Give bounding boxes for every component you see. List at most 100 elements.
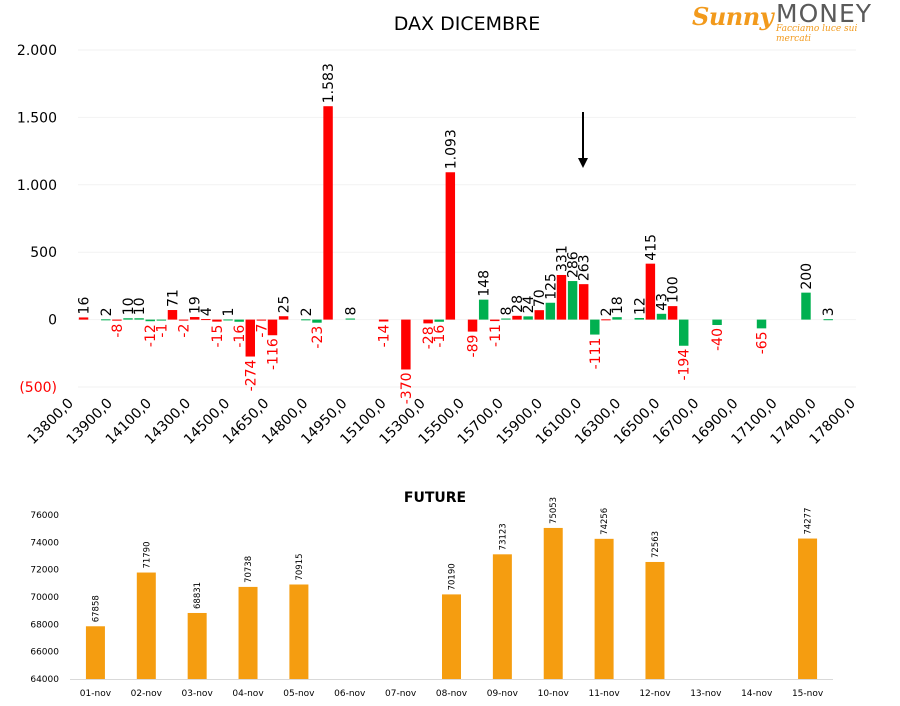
data-label: 73123 [498, 523, 508, 550]
data-label: -1 [154, 324, 170, 338]
bar [490, 319, 500, 322]
data-label: 68831 [193, 582, 203, 609]
bar [312, 319, 322, 323]
data-label: 2 [99, 307, 115, 316]
data-label: 70915 [295, 553, 305, 580]
bar [378, 319, 389, 322]
y-tick-label: 70000 [30, 593, 59, 603]
bar [101, 319, 111, 321]
bar [267, 319, 278, 336]
data-label: -89 [466, 335, 482, 358]
data-label: 148 [477, 270, 493, 297]
data-label: 43 [655, 293, 671, 311]
bar [798, 538, 818, 679]
bar [492, 554, 512, 679]
data-label: 75053 [549, 497, 559, 524]
data-label: 4 [199, 307, 215, 316]
data-label: 125 [543, 273, 559, 300]
bar [801, 292, 811, 320]
data-label: 70190 [448, 563, 458, 590]
bar [238, 586, 258, 679]
bar [601, 319, 611, 321]
bar [223, 319, 233, 321]
x-tick-label: 06-nov [334, 689, 366, 699]
data-label: 74256 [600, 508, 610, 535]
data-label: -8 [110, 324, 126, 338]
data-label: -23 [310, 326, 326, 349]
y-tick-label: 2.000 [17, 43, 57, 59]
x-tick-label: 11-nov [588, 689, 620, 699]
data-label: 8 [499, 307, 515, 316]
y-tick-label: 72000 [30, 566, 59, 576]
dax-option-chart: DAX DICEMBRE 2.000 1.500 1.000 500 0 (500) 16 2… [17, 13, 859, 448]
y-tick-label: 66000 [30, 648, 59, 658]
bar [434, 319, 444, 322]
bar [545, 302, 556, 320]
data-label: 24 [521, 295, 537, 313]
bar [567, 281, 578, 320]
logo-tagline: Facciamo luce sui mercati [776, 24, 858, 44]
y-tick-label: 0 [48, 313, 57, 329]
bar [123, 318, 133, 320]
data-label: -16 [432, 325, 448, 348]
bar [445, 172, 456, 320]
x-tick-label: 03-nov [182, 689, 214, 699]
data-label: 415 [643, 234, 659, 261]
bar [478, 299, 489, 320]
bar [667, 306, 678, 320]
x-tick-label: 13-nov [690, 689, 722, 699]
bar [423, 319, 433, 324]
x-tick-label: 10-nov [538, 689, 570, 699]
bar [134, 318, 144, 320]
bar [167, 310, 178, 320]
data-label: -65 [755, 331, 771, 354]
bar [245, 319, 255, 357]
data-label: -274 [243, 359, 259, 391]
data-label: -16 [232, 325, 248, 348]
bar [78, 317, 89, 320]
data-label: 3 [821, 307, 837, 316]
bar [512, 315, 522, 320]
bar [543, 527, 563, 679]
x-tick-label: 02-nov [131, 689, 163, 699]
x-tick-label: 05-nov [283, 689, 315, 699]
bar [656, 313, 667, 320]
bar [401, 319, 411, 370]
bar [85, 626, 105, 679]
y-tick-label: 500 [30, 245, 57, 261]
data-label: -15 [210, 325, 226, 348]
data-label: 12 [632, 297, 648, 315]
annotation-arrow-head [578, 158, 588, 168]
y-tick-label: (500) [19, 380, 57, 396]
data-label: 28 [510, 295, 526, 313]
bar [323, 106, 333, 320]
bar [756, 319, 767, 329]
data-label: 71790 [142, 541, 152, 568]
bar [712, 319, 722, 325]
bar [679, 319, 689, 346]
future-chart: FUTURE 64000 66000 68000 70000 72000 74000 760… [30, 490, 833, 699]
bar [234, 319, 244, 322]
data-label: 1 [221, 308, 237, 317]
data-label: -28 [421, 326, 437, 349]
y-tick-label: 76000 [30, 511, 59, 521]
bar [201, 319, 211, 321]
data-label: 70 [532, 289, 548, 307]
bar [442, 594, 461, 679]
data-label: -12 [143, 324, 159, 347]
data-label: 19 [188, 296, 204, 314]
bar [345, 318, 356, 320]
bar [590, 319, 600, 335]
data-label: 74277 [804, 508, 814, 535]
data-label: -111 [588, 338, 604, 370]
bar [156, 319, 167, 321]
chart-title: DAX DICEMBRE [394, 13, 541, 35]
x-tick-label: 12-nov [639, 689, 671, 699]
logo-money-text: MONEY [776, 0, 873, 28]
data-label: 2 [599, 307, 615, 316]
data-label: 263 [577, 254, 593, 281]
bar [645, 561, 665, 679]
data-label: 10 [121, 297, 137, 315]
bar [212, 319, 222, 322]
data-label: 71 [165, 289, 181, 307]
